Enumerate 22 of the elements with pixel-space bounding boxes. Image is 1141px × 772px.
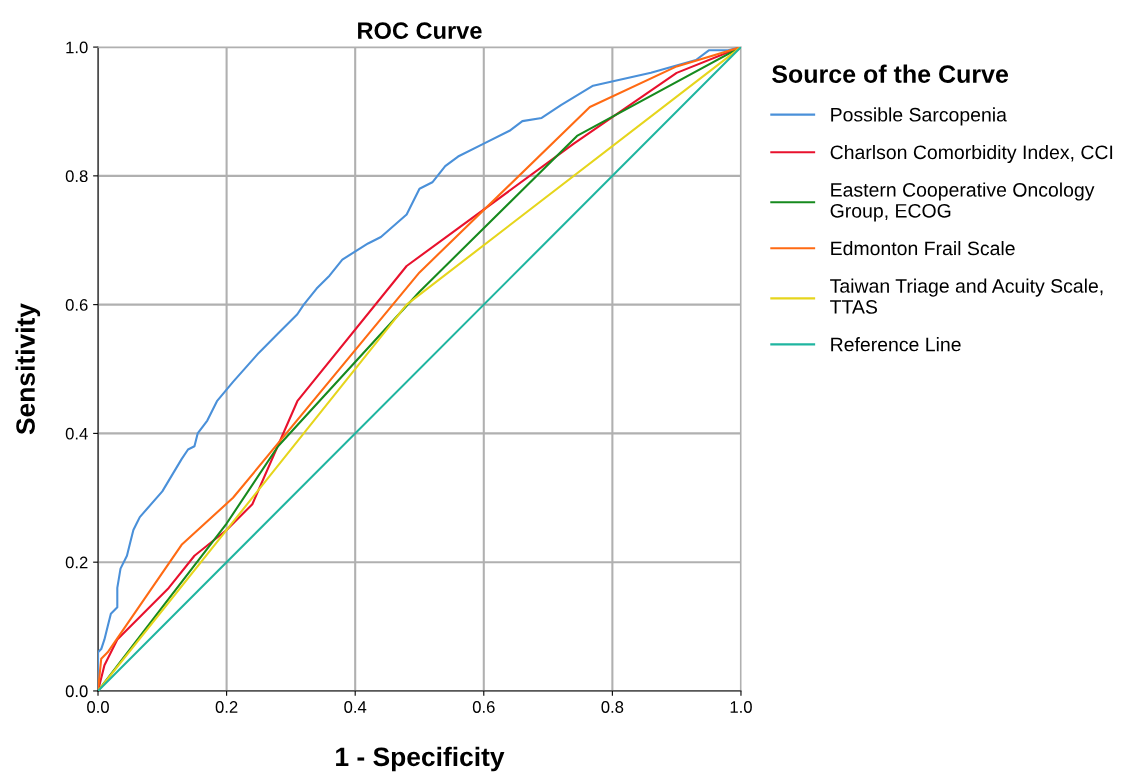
legend-label: Taiwan Triage and Acuity Scale, TTAS bbox=[830, 278, 1103, 314]
y-axis-title: Sensitivity bbox=[15, 303, 41, 435]
x-tick-label: 0.0 bbox=[87, 701, 109, 713]
legend-label: Edmonton Frail Scale bbox=[831, 241, 1015, 256]
y-tick-label: 0.4 bbox=[65, 427, 88, 440]
x-axis-title: 1 - Specificity bbox=[336, 746, 505, 772]
y-tick-label: 0.2 bbox=[65, 556, 88, 569]
x-tick-label: 0.2 bbox=[215, 701, 238, 713]
x-tick-label: 0.8 bbox=[601, 701, 624, 713]
x-tick-label: 0.6 bbox=[472, 701, 495, 713]
y-tick-label: 0.6 bbox=[65, 299, 88, 311]
legend-label: Eastern Cooperative Oncology Group, ECOG bbox=[830, 182, 1095, 222]
y-tick-label: 1.0 bbox=[66, 41, 88, 54]
x-tick-label: 0.4 bbox=[344, 701, 367, 713]
chart-title: ROC Curve bbox=[358, 22, 482, 39]
legend-title: Source of the Curve bbox=[772, 64, 1009, 83]
legend-label: Reference Line bbox=[831, 337, 961, 352]
legend-label: Charlson Comorbidity Index, CCI bbox=[830, 144, 1113, 164]
y-tick-label: 0.8 bbox=[65, 170, 88, 183]
x-tick-label: 1.0 bbox=[730, 701, 752, 713]
y-tick-label: 0.0 bbox=[65, 685, 88, 698]
legend-label: Possible Sarcopenia bbox=[831, 107, 1007, 126]
